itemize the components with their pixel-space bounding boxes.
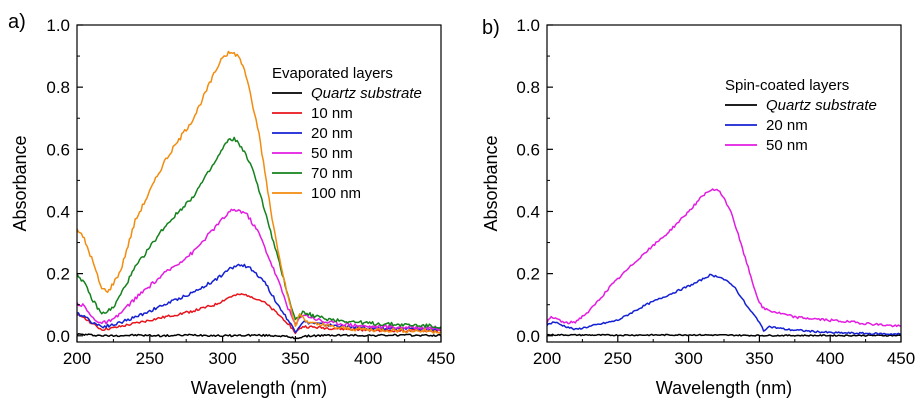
- series-line-20-nm: [546, 273, 902, 336]
- y-axis-label: Absorbance: [481, 135, 501, 231]
- legend-entry: Quartz substrate: [311, 85, 422, 102]
- y-tick-label: 0.8: [516, 78, 540, 97]
- y-tick-label: 0.6: [46, 140, 70, 159]
- x-tick-label: 450: [887, 349, 915, 368]
- legend-entry: Quartz substrate: [766, 97, 877, 114]
- x-tick-label: 350: [745, 349, 773, 368]
- y-tick-label: 1.0: [46, 16, 70, 35]
- legend-entry: 50 nm: [311, 145, 353, 162]
- y-tick-label: 0.4: [516, 202, 540, 221]
- y-tick-label: 0.0: [46, 327, 70, 346]
- series-line-quartz-substrate: [546, 333, 902, 337]
- legend-entry: 10 nm: [311, 105, 353, 122]
- series-line-70-nm: [76, 136, 442, 329]
- legend: Spin-coated layers Quartz substrate 20 nm 5…: [725, 77, 877, 154]
- y-tick-label: 0.0: [516, 327, 540, 346]
- y-tick-label: 0.2: [516, 265, 540, 284]
- legend-entry: 50 nm: [766, 137, 808, 154]
- panel-label: a): [8, 11, 26, 33]
- panel-label: b): [482, 17, 500, 39]
- x-tick-label: 300: [674, 349, 702, 368]
- x-tick-label: 400: [816, 349, 844, 368]
- chart-panel-b: 200 250 300 350 400 450 0.0 0.2 0.4 0.6 0.8 1.0 Wave…: [481, 16, 915, 398]
- x-tick-label: 250: [604, 349, 632, 368]
- x-tick-label: 200: [533, 349, 561, 368]
- series-line-50-nm: [546, 188, 902, 328]
- x-tick-label: 300: [208, 349, 236, 368]
- y-tick-label: 0.4: [46, 202, 70, 221]
- legend-entry: 20 nm: [766, 117, 808, 134]
- x-axis-label: Wavelength (nm): [656, 378, 792, 398]
- legend: Evaporated layers Quartz substrate 10 nm 20…: [272, 65, 422, 202]
- legend-entry: 20 nm: [311, 125, 353, 142]
- x-tick-label: 200: [63, 349, 91, 368]
- legend-title: Evaporated layers: [272, 65, 393, 82]
- x-tick-label: 400: [354, 349, 382, 368]
- series-line-100-nm: [76, 50, 442, 334]
- x-tick-label: 450: [427, 349, 455, 368]
- y-tick-label: 0.6: [516, 140, 540, 159]
- y-tick-label: 1.0: [516, 16, 540, 35]
- legend-title: Spin-coated layers: [725, 77, 849, 94]
- x-tick-label: 350: [281, 349, 309, 368]
- x-axis-label: Wavelength (nm): [191, 378, 327, 398]
- y-tick-label: 0.2: [46, 265, 70, 284]
- series-line-quartz-substrate: [76, 333, 442, 340]
- legend-entry: 70 nm: [311, 165, 353, 182]
- y-axis-label: Absorbance: [10, 135, 30, 231]
- legend-entry: 100 nm: [311, 185, 361, 202]
- series-line-50-nm: [76, 208, 442, 331]
- axes-frame: [546, 24, 902, 343]
- y-tick-label: 0.8: [46, 78, 70, 97]
- chart-panel-a: 200 250 300 350 400 450 0.0 0.2 0.4 0.6 0.8 1.0 Wave…: [8, 11, 455, 398]
- x-tick-label: 250: [136, 349, 164, 368]
